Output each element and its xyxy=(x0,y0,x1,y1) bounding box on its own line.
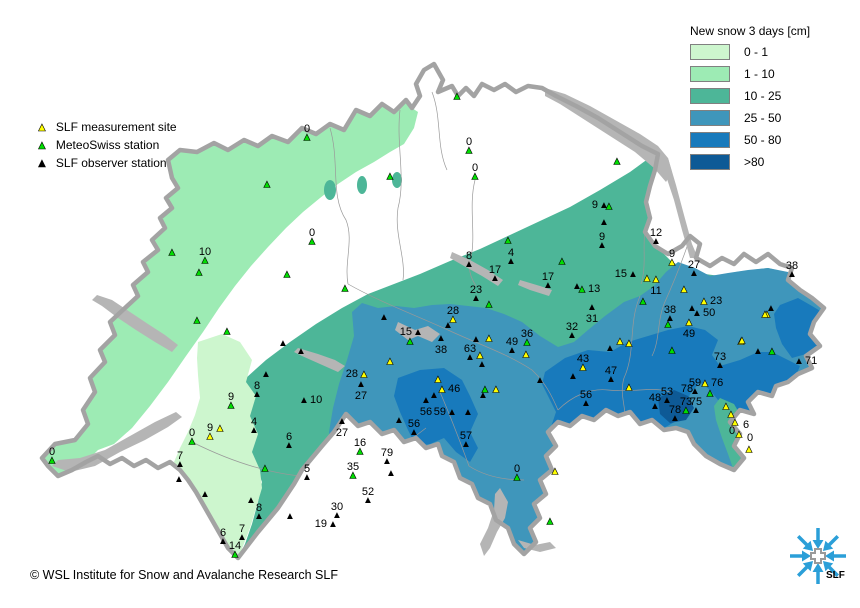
station-legend-label: SLF observer station xyxy=(55,156,167,170)
lake-lugano xyxy=(518,540,556,552)
snow-region-50-80 xyxy=(365,438,401,489)
country-outline xyxy=(39,61,827,561)
snowflake-icon xyxy=(790,528,846,584)
legend-item: 10 - 25 xyxy=(690,87,810,104)
legend-swatch xyxy=(690,87,730,104)
lake-neuchatel xyxy=(92,295,178,352)
legend-swatch xyxy=(690,131,730,148)
lake-geneva xyxy=(52,412,182,472)
legend-label: 10 - 25 xyxy=(744,88,782,103)
triangle-icon: ▲ xyxy=(36,156,48,170)
lake-lucerne xyxy=(395,322,440,342)
copyright-text: © WSL Institute for Snow and Avalanche R… xyxy=(30,568,338,582)
snow-region-10-25 xyxy=(357,176,367,194)
legend-label: 1 - 10 xyxy=(744,66,775,81)
snow-region-50-80 xyxy=(542,326,800,430)
lake-walensee xyxy=(518,280,552,296)
station-legend-label: SLF measurement site xyxy=(55,120,177,134)
snow-region-10-25 xyxy=(392,172,402,188)
legend-label: >80 xyxy=(744,154,765,169)
rhine-valley xyxy=(666,158,698,258)
slf-logo-text: SLF xyxy=(826,570,845,581)
legend-item: 1 - 10 xyxy=(690,65,810,82)
snow-region-1-10 xyxy=(42,100,418,476)
snow-region-50-80 xyxy=(774,298,822,358)
station-legend-item: ▲ MeteoSwiss station xyxy=(36,138,177,152)
legend-label: 25 - 50 xyxy=(744,110,782,125)
legend-item: >80 xyxy=(690,153,810,170)
legend-swatch xyxy=(690,43,730,60)
lake-constance xyxy=(545,88,672,182)
lake-thun-brienz xyxy=(294,348,345,372)
legend-label: 50 - 80 xyxy=(744,132,782,147)
snow-legend: New snow 3 days [cm] 0 - 1 1 - 10 10 - 2… xyxy=(690,24,810,176)
station-legend-item: ▲ SLF observer station xyxy=(36,156,177,170)
legend-label: 0 - 1 xyxy=(744,44,769,59)
legend-item: 50 - 80 xyxy=(690,131,810,148)
lake-maggiore xyxy=(480,488,508,556)
lake-zurich xyxy=(450,252,503,286)
slf-logo: SLF xyxy=(790,528,846,584)
station-legend-item: ▲ SLF measurement site xyxy=(36,120,177,134)
legend-title: New snow 3 days [cm] xyxy=(690,24,811,38)
swiss-cross-icon xyxy=(810,548,826,564)
snow-region-10-25 xyxy=(324,180,336,200)
lakes xyxy=(52,88,698,556)
legend-item: 0 - 1 xyxy=(690,43,810,60)
legend-swatch xyxy=(690,109,730,126)
legend-item: 25 - 50 xyxy=(690,109,810,126)
legend-swatch xyxy=(690,153,730,170)
snow-region-80plus xyxy=(658,390,694,423)
triangle-icon: ▲ xyxy=(36,138,48,152)
triangle-icon: ▲ xyxy=(36,120,48,134)
snow-region-0-1 xyxy=(174,334,262,558)
legend-swatch xyxy=(690,65,730,82)
station-legend: ▲ SLF measurement site ▲ MeteoSwiss stat… xyxy=(36,120,177,174)
station-legend-label: MeteoSwiss station xyxy=(55,138,160,152)
